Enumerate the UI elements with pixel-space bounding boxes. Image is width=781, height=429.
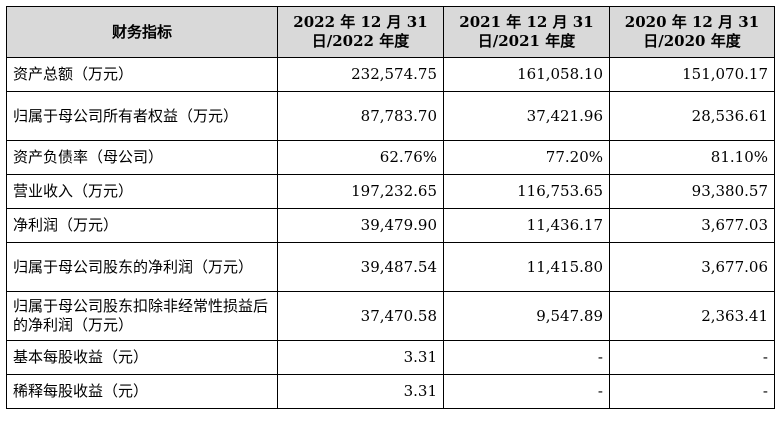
cell-2021: 77.20% bbox=[443, 140, 610, 175]
cell-2022: 232,574.75 bbox=[277, 57, 444, 92]
cell-2020: - bbox=[609, 374, 775, 409]
table-row: 净利润（万元） 39,479.90 11,436.17 3,677.03 bbox=[6, 208, 775, 243]
cell-2022: 3.31 bbox=[277, 374, 444, 409]
cell-2020: 151,070.17 bbox=[609, 57, 775, 92]
cell-2021: 11,436.17 bbox=[443, 208, 610, 243]
cell-2020: 81.10% bbox=[609, 140, 775, 175]
row-label: 资产总额（万元） bbox=[6, 57, 278, 92]
cell-2021: 9,547.89 bbox=[443, 291, 610, 341]
header-2022: 2022 年 12 月 31 日/2022 年度 bbox=[277, 6, 444, 58]
table-row: 资产负债率（母公司） 62.76% 77.20% 81.10% bbox=[6, 140, 775, 175]
cell-2021: - bbox=[443, 374, 610, 409]
cell-2022: 3.31 bbox=[277, 340, 444, 375]
row-label: 归属于母公司所有者权益（万元） bbox=[6, 91, 278, 141]
cell-2022: 197,232.65 bbox=[277, 174, 444, 209]
table-row: 稀释每股收益（元） 3.31 - - bbox=[6, 374, 775, 409]
cell-2021: 116,753.65 bbox=[443, 174, 610, 209]
cell-2022: 37,470.58 bbox=[277, 291, 444, 341]
header-indicator: 财务指标 bbox=[6, 6, 278, 58]
cell-2021: 161,058.10 bbox=[443, 57, 610, 92]
cell-2020: 3,677.03 bbox=[609, 208, 775, 243]
cell-2020: 2,363.41 bbox=[609, 291, 775, 341]
cell-2021: 11,415.80 bbox=[443, 242, 610, 292]
financial-indicators-table: 财务指标 2022 年 12 月 31 日/2022 年度 2021 年 12 … bbox=[6, 6, 775, 409]
row-label: 净利润（万元） bbox=[6, 208, 278, 243]
row-label: 归属于母公司股东的净利润（万元） bbox=[6, 242, 278, 292]
table-row: 归属于母公司所有者权益（万元） 87,783.70 37,421.96 28,5… bbox=[6, 91, 775, 141]
table-header-row: 财务指标 2022 年 12 月 31 日/2022 年度 2021 年 12 … bbox=[6, 6, 775, 58]
row-label: 基本每股收益（元） bbox=[6, 340, 278, 375]
row-label: 归属于母公司股东扣除非经常性损益后的净利润（万元） bbox=[6, 291, 278, 341]
table-row: 基本每股收益（元） 3.31 - - bbox=[6, 340, 775, 375]
table-row: 资产总额（万元） 232,574.75 161,058.10 151,070.1… bbox=[6, 57, 775, 92]
row-label: 稀释每股收益（元） bbox=[6, 374, 278, 409]
header-2020: 2020 年 12 月 31 日/2020 年度 bbox=[609, 6, 775, 58]
cell-2020: 93,380.57 bbox=[609, 174, 775, 209]
cell-2020: 28,536.61 bbox=[609, 91, 775, 141]
cell-2022: 87,783.70 bbox=[277, 91, 444, 141]
cell-2020: 3,677.06 bbox=[609, 242, 775, 292]
row-label: 资产负债率（母公司） bbox=[6, 140, 278, 175]
table-row: 归属于母公司股东的净利润（万元） 39,487.54 11,415.80 3,6… bbox=[6, 242, 775, 292]
cell-2020: - bbox=[609, 340, 775, 375]
row-label: 营业收入（万元） bbox=[6, 174, 278, 209]
cell-2022: 62.76% bbox=[277, 140, 444, 175]
cell-2021: 37,421.96 bbox=[443, 91, 610, 141]
header-2021: 2021 年 12 月 31 日/2021 年度 bbox=[443, 6, 610, 58]
cell-2021: - bbox=[443, 340, 610, 375]
cell-2022: 39,479.90 bbox=[277, 208, 444, 243]
table-row: 营业收入（万元） 197,232.65 116,753.65 93,380.57 bbox=[6, 174, 775, 209]
cell-2022: 39,487.54 bbox=[277, 242, 444, 292]
table-row: 归属于母公司股东扣除非经常性损益后的净利润（万元） 37,470.58 9,54… bbox=[6, 291, 775, 341]
